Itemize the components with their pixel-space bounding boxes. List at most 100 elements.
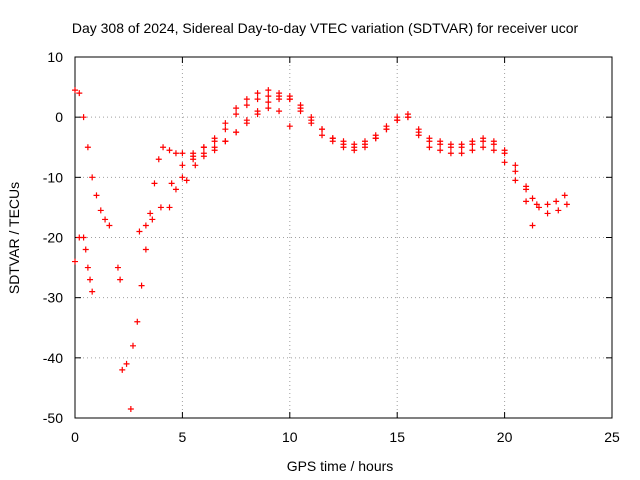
- data-point: [319, 126, 326, 133]
- data-point: [563, 201, 570, 208]
- y-tick-labels: -50 -40 -30 -20 -10 0 10: [43, 49, 63, 426]
- data-point: [501, 147, 508, 154]
- y-tick-label: 10: [47, 49, 63, 65]
- data-point: [160, 144, 167, 151]
- data-point: [265, 99, 272, 106]
- data-point: [383, 126, 390, 133]
- chart-title: Day 308 of 2024, Sidereal Day-to-day VTE…: [72, 20, 579, 36]
- data-point: [394, 117, 401, 124]
- data-point: [149, 216, 156, 223]
- data-point: [179, 150, 186, 157]
- data-point: [458, 150, 465, 157]
- data-point: [172, 150, 179, 157]
- data-point: [329, 135, 336, 142]
- axis-ticks: [74, 56, 613, 419]
- data-point: [535, 204, 542, 211]
- data-point: [157, 204, 164, 211]
- data-point: [243, 96, 250, 103]
- data-point: [469, 138, 476, 145]
- data-point: [129, 342, 136, 349]
- data-point: [426, 144, 433, 151]
- data-point: [361, 141, 368, 148]
- data-point: [84, 264, 91, 271]
- data-point: [426, 135, 433, 142]
- data-point: [87, 276, 94, 283]
- data-point: [523, 198, 530, 205]
- data-point: [319, 132, 326, 139]
- data-point: [155, 156, 162, 163]
- data-point: [80, 234, 87, 241]
- y-tick-label: -20: [43, 230, 63, 246]
- data-point: [89, 288, 96, 295]
- data-point: [179, 174, 186, 181]
- data-point: [142, 222, 149, 229]
- data-point: [168, 180, 175, 187]
- data-point: [544, 201, 551, 208]
- data-point: [166, 147, 173, 154]
- data-point: [286, 96, 293, 103]
- data-point: [404, 114, 411, 121]
- data-point: [254, 90, 261, 97]
- data-point: [233, 129, 240, 136]
- series-arc-e: [136, 93, 536, 235]
- data-point: [147, 210, 154, 217]
- data-point: [351, 144, 358, 151]
- data-point: [222, 138, 229, 145]
- grid: [75, 57, 612, 418]
- data-point: [447, 150, 454, 157]
- y-tick-label: 0: [55, 109, 63, 125]
- data-point: [297, 108, 304, 115]
- series-arc-b: [72, 234, 96, 295]
- data-point: [84, 144, 91, 151]
- data-point: [76, 90, 83, 97]
- data-point: [82, 246, 89, 253]
- data-point: [415, 126, 422, 133]
- data-point: [127, 405, 134, 412]
- y-tick-label: -50: [43, 410, 63, 426]
- data-point: [72, 258, 78, 265]
- data-point: [469, 147, 476, 154]
- data-point: [276, 96, 283, 103]
- data-point: [134, 318, 141, 325]
- data-point: [243, 102, 250, 109]
- data-point: [97, 207, 104, 214]
- data-point: [123, 360, 130, 367]
- data-point: [138, 282, 145, 289]
- data-point: [166, 204, 173, 211]
- data-point: [102, 216, 109, 223]
- data-point: [447, 141, 454, 148]
- data-point: [501, 159, 508, 166]
- data-point: [136, 228, 143, 235]
- data-point: [490, 138, 497, 145]
- x-tick-label: 0: [71, 429, 79, 445]
- data-point: [529, 222, 536, 229]
- data-point: [222, 126, 229, 133]
- data-point: [529, 195, 536, 202]
- data-point: [276, 108, 283, 115]
- x-tick-label: 25: [604, 429, 620, 445]
- y-axis-label: SDTVAR / TECUs: [6, 182, 22, 294]
- data-point: [254, 111, 261, 118]
- x-tick-label: 15: [389, 429, 405, 445]
- data-point: [179, 162, 186, 169]
- data-point: [222, 120, 229, 127]
- data-point: [243, 120, 250, 127]
- data-point: [142, 246, 149, 253]
- series-arc-g: [183, 105, 293, 184]
- series-arc-d: [129, 87, 568, 349]
- data-point: [286, 123, 293, 130]
- data-point: [151, 180, 158, 187]
- x-tick-label: 5: [179, 429, 187, 445]
- x-tick-label: 10: [282, 429, 298, 445]
- y-tick-label: -30: [43, 290, 63, 306]
- data-point: [93, 192, 100, 199]
- data-point: [512, 168, 519, 175]
- data-points: [72, 87, 570, 412]
- series-arc-c: [114, 264, 134, 412]
- data-point: [233, 111, 240, 118]
- data-point: [437, 147, 444, 154]
- data-point: [458, 141, 465, 148]
- data-point: [523, 183, 530, 190]
- data-point: [211, 147, 218, 154]
